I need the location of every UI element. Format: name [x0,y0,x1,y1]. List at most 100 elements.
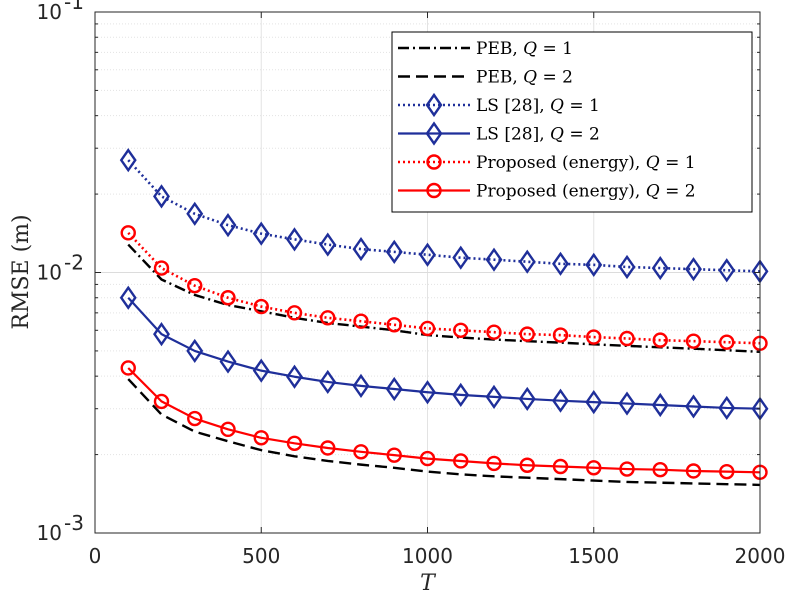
data-point-marker [386,317,402,333]
legend-entry: Proposed (energy), Q = 2 [398,182,696,202]
data-point-marker [219,349,237,374]
data-point-marker [220,290,236,306]
data-point-marker [319,232,337,257]
legend-label-var: Q [523,68,537,88]
data-point-marker [425,121,443,146]
data-point-marker [719,334,735,350]
data-point-marker [385,376,403,402]
data-point-marker [652,332,668,348]
y-tick-label: 10 [37,521,62,545]
data-point-marker [286,227,303,252]
x-tick-label: 2000 [735,544,786,568]
data-point-marker [651,392,669,418]
data-point-marker [419,242,436,267]
data-point-marker [220,421,236,438]
data-point-marker [685,333,702,349]
series-3 [119,148,769,284]
data-point-marker [119,285,137,310]
legend-label-tail: = 2 [564,125,600,145]
data-point-marker [119,148,137,173]
x-tick-label: 500 [242,544,280,568]
y-tick-label: 10 [37,261,62,285]
legend-label-main: Proposed (energy), [476,182,646,202]
data-point-marker [453,453,469,469]
data-point-marker [286,364,303,389]
legend-label-tail: = 2 [660,182,696,202]
y-tick-exponent: -3 [64,511,84,535]
series-6 [120,360,768,481]
data-point-marker [186,201,204,226]
legend-label-var: Q [550,96,564,116]
data-point-marker [252,221,270,246]
data-point-marker [352,236,370,262]
data-point-marker [187,410,203,427]
legend-label-var: Q [523,39,537,59]
series-4 [119,285,769,421]
data-point-marker [518,386,536,412]
x-tick-label: 1000 [402,544,453,568]
data-point-marker [685,463,702,479]
data-point-marker [552,327,569,343]
x-axis-title: T [420,571,437,596]
legend-label: Proposed (energy), Q = 2 [476,182,696,202]
y-tick-exponent: -2 [64,251,84,275]
legend-entry: PEB, Q = 2 [398,68,573,88]
data-point-marker [552,251,569,276]
legend-label-tail: = 1 [660,153,696,173]
data-point-marker [252,358,270,383]
data-point-marker [718,258,736,283]
data-point-marker [419,450,436,467]
data-point-marker [386,447,402,463]
data-point-marker [685,394,702,419]
legend-label-main: LS [28], [476,125,550,145]
data-point-marker [619,330,635,347]
data-point-marker [618,391,636,416]
data-point-marker [153,322,170,347]
data-point-marker [385,239,403,264]
data-point-marker [618,254,636,280]
legend-label-tail: = 2 [537,68,573,88]
legend-label-var: Q [646,182,660,202]
y-tick-exponent: -1 [64,0,84,14]
legend-label-main: LS [28], [476,96,550,116]
legend-label-tail: = 1 [564,96,600,116]
data-point-marker [319,369,337,395]
legend-label-var: Q [646,153,660,173]
legend-entry: LS [28], Q = 1 [398,92,600,118]
legend-label-main: PEB, [476,68,523,88]
data-point-marker [718,395,736,421]
series-layer [119,148,769,487]
data-point-marker [419,320,436,337]
data-point-marker [585,252,603,277]
series-1 [127,243,761,354]
legend-entry: LS [28], Q = 2 [398,121,600,146]
data-point-marker [426,182,442,199]
y-tick-label: 10 [37,0,62,24]
legend-entry: PEB, Q = 1 [398,39,573,59]
data-point-marker [552,458,569,475]
data-point-marker [585,390,603,415]
data-point-marker [353,313,369,329]
legend-label: Proposed (energy), Q = 1 [476,153,696,173]
data-point-marker [426,154,442,170]
data-point-marker [286,435,303,451]
legend-label: PEB, Q = 2 [476,68,573,88]
legend-box [391,31,753,213]
data-point-marker [286,305,303,321]
series-line [127,243,761,354]
data-point-marker [452,245,470,270]
data-point-marker [519,326,535,342]
data-point-marker [186,338,204,364]
data-point-marker [120,360,136,376]
data-point-marker [219,213,237,238]
data-point-marker [320,440,336,456]
data-point-marker [353,444,369,460]
data-point-marker [552,388,569,413]
data-point-marker [486,324,502,340]
series-line [127,378,761,487]
data-point-marker [320,310,336,326]
data-point-marker [453,322,469,338]
data-point-marker [153,393,170,410]
